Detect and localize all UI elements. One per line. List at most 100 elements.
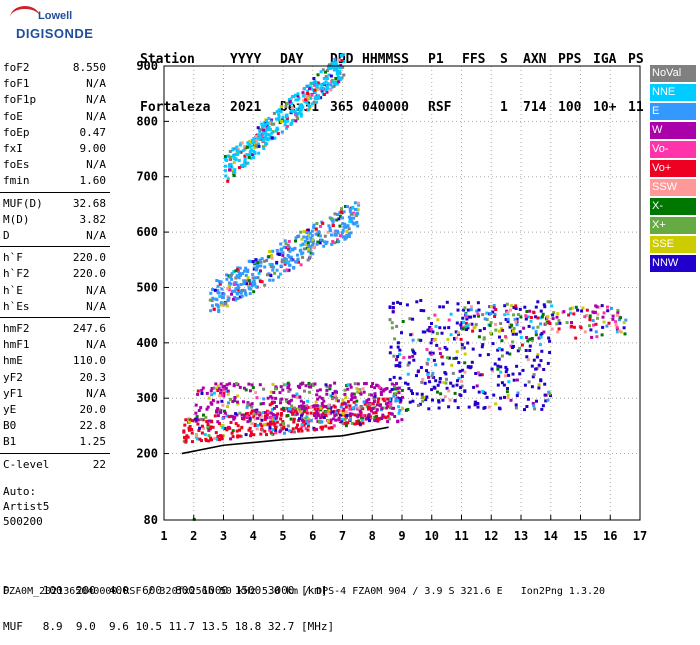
echo-point [465, 315, 469, 319]
echo-point [614, 323, 618, 327]
echo-point [249, 430, 253, 434]
echo-point [463, 352, 467, 356]
echo-point [557, 319, 561, 323]
echo-point [483, 317, 487, 321]
param-row: D N/A [0, 228, 110, 244]
header-labels: StationYYYYDAYDDDHHMMSSP1FFSSAXNPPSIGAPS [140, 52, 660, 68]
echo-point [307, 249, 311, 253]
echo-point [334, 399, 338, 402]
echo-point [287, 401, 291, 405]
echo-point [283, 269, 286, 273]
echo-point [464, 312, 468, 316]
echo-point [310, 87, 314, 91]
echo-point [562, 310, 566, 314]
echo-point [263, 259, 267, 263]
echo-point [260, 122, 264, 126]
echo-point [329, 418, 333, 422]
echo-point [229, 421, 233, 424]
echo-point [196, 422, 200, 426]
echo-point [352, 216, 356, 220]
echo-point [336, 239, 340, 243]
echo-point [594, 322, 598, 326]
echo-point [197, 409, 201, 412]
header-label: P1 [428, 52, 444, 67]
echo-point [248, 292, 252, 296]
echo-point [332, 424, 336, 428]
echo-point [494, 322, 497, 326]
echo-point [572, 312, 576, 316]
echo-point [336, 231, 340, 235]
echo-point [518, 307, 522, 311]
echo-point [477, 371, 481, 375]
echo-point [205, 407, 209, 411]
echo-point [386, 404, 390, 408]
echo-point [388, 378, 392, 382]
echo-point [255, 396, 259, 400]
echo-point [290, 247, 294, 251]
echo-point [248, 416, 252, 420]
echo-point [226, 179, 230, 183]
echo-point [311, 241, 315, 245]
echo-point [339, 77, 343, 81]
echo-point [225, 389, 228, 393]
echo-point [287, 248, 291, 252]
echo-point [182, 429, 186, 433]
echo-point [380, 407, 384, 411]
echo-point [481, 389, 485, 393]
echo-point [285, 102, 289, 105]
echo-point [230, 431, 234, 435]
echo-point [477, 335, 481, 339]
echo-point [269, 430, 273, 434]
echo-point [338, 413, 342, 417]
echo-point [539, 322, 543, 326]
echo-point [243, 157, 247, 161]
echo-point [309, 251, 313, 255]
echo-point [281, 427, 285, 431]
echo-point [375, 408, 379, 412]
echo-point [526, 339, 530, 343]
echo-point [299, 243, 303, 247]
echo-point [287, 246, 291, 250]
echo-point [361, 418, 364, 422]
echo-point [305, 84, 309, 88]
echo-point [285, 115, 288, 119]
echo-point [347, 227, 351, 231]
echo-point [293, 246, 297, 250]
echo-point [331, 62, 335, 66]
echo-point [271, 413, 275, 417]
echo-point [462, 308, 466, 312]
echo-point [330, 397, 334, 401]
echo-point [547, 336, 551, 340]
echo-point [448, 398, 452, 402]
echo-point [428, 351, 432, 355]
echo-point [217, 408, 221, 412]
echo-point [233, 147, 237, 151]
echo-point [246, 401, 250, 405]
echo-point [623, 332, 627, 336]
echo-point [210, 393, 214, 397]
echo-point [430, 388, 434, 392]
echo-point [531, 401, 535, 405]
echo-point [390, 406, 394, 410]
echo-point [342, 407, 346, 411]
echo-point [306, 422, 310, 425]
echo-point [303, 389, 306, 393]
echo-point [291, 109, 295, 113]
echo-point [472, 314, 476, 318]
echo-point [290, 404, 294, 408]
echo-point [250, 383, 254, 387]
echo-point [393, 337, 397, 341]
echo-point [251, 386, 255, 390]
echo-point [373, 386, 377, 390]
echo-point [548, 392, 552, 396]
param-label: MUF(D) [3, 196, 43, 210]
echo-point [200, 424, 204, 428]
echo-point [539, 359, 543, 363]
echo-point [295, 426, 298, 430]
echo-point [244, 433, 248, 437]
echo-point [315, 100, 319, 104]
echo-point [216, 434, 220, 438]
echo-point [325, 87, 329, 91]
echo-point [324, 411, 328, 414]
echo-point [333, 241, 337, 245]
